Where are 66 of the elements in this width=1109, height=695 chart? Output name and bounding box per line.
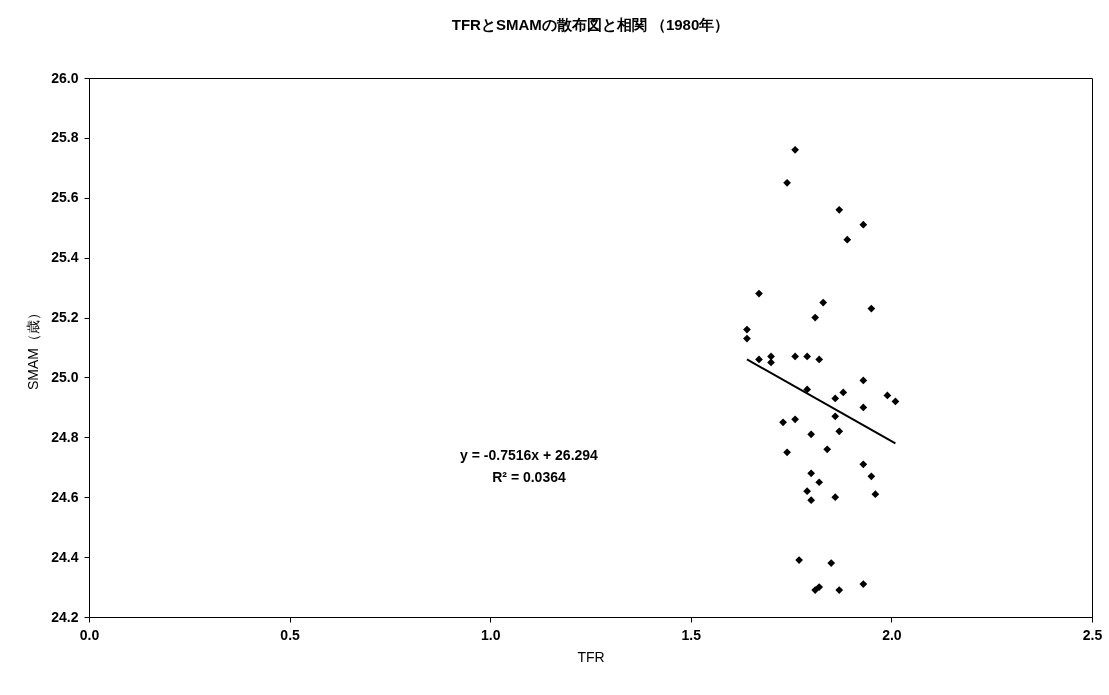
y-tick-label: 24.4: [51, 548, 79, 565]
point: [767, 352, 775, 361]
point: [791, 415, 799, 424]
point: [831, 493, 840, 502]
point: [891, 397, 900, 406]
y-tick-label: 25.2: [51, 309, 79, 326]
point: [835, 205, 844, 214]
point: [779, 418, 787, 427]
point: [859, 376, 868, 385]
point: [807, 430, 816, 439]
point: [835, 427, 844, 436]
y-tick-label: 24.2: [51, 608, 79, 625]
y-tick-label: 25.6: [51, 189, 79, 206]
annotation: R² = 0.0364: [492, 469, 566, 485]
point: [811, 586, 820, 594]
point: [867, 472, 876, 481]
point: [859, 220, 868, 229]
chart-title: TFRとSMAMの散布図と相関 （1980年）: [451, 16, 730, 33]
point: [783, 178, 791, 187]
point: [795, 556, 803, 564]
x-axis-title: TFR: [577, 648, 605, 665]
x-tick-label: 1.0: [480, 626, 501, 643]
y-tick-label: 25.8: [51, 129, 79, 146]
point: [803, 487, 812, 496]
x-tick-label: 0.0: [79, 626, 100, 643]
point: [807, 469, 816, 478]
y-axis-title: SMAM（歳）: [25, 306, 42, 390]
point: [835, 586, 844, 594]
point: [843, 235, 852, 244]
x-tick-label: 0.5: [280, 626, 301, 643]
point: [819, 298, 828, 307]
point: [859, 403, 868, 412]
point: [807, 496, 816, 505]
y-tick-label: 26.0: [51, 69, 79, 86]
point: [831, 412, 840, 421]
point: [831, 394, 840, 403]
point: [867, 304, 876, 313]
point: [823, 445, 832, 454]
point: [839, 388, 848, 397]
y-tick-label: 25.0: [51, 368, 79, 385]
point: [859, 580, 868, 588]
point: [803, 385, 812, 394]
x-tick-label: 2.5: [1082, 626, 1103, 643]
y-tick-label: 25.4: [51, 249, 79, 266]
point: [791, 145, 799, 154]
y-tick-label: 24.6: [51, 488, 79, 505]
point: [767, 358, 775, 367]
point: [815, 478, 824, 487]
point: [871, 490, 880, 499]
point: [815, 583, 824, 591]
point: [743, 325, 751, 334]
x-tick-label: 1.5: [681, 626, 702, 643]
point: [827, 559, 836, 567]
point: [883, 391, 892, 400]
point: [803, 352, 812, 361]
point: [791, 352, 799, 361]
point: [811, 313, 820, 322]
x-tick-label: 2.0: [882, 626, 902, 643]
y-tick-label: 24.8: [51, 428, 79, 445]
annotation: y = -0.7516x + 26.294: [460, 447, 599, 463]
point: [783, 448, 791, 457]
point: [755, 289, 763, 298]
point: [743, 334, 751, 343]
point: [859, 460, 868, 469]
point: [755, 355, 763, 364]
point: [815, 355, 824, 364]
